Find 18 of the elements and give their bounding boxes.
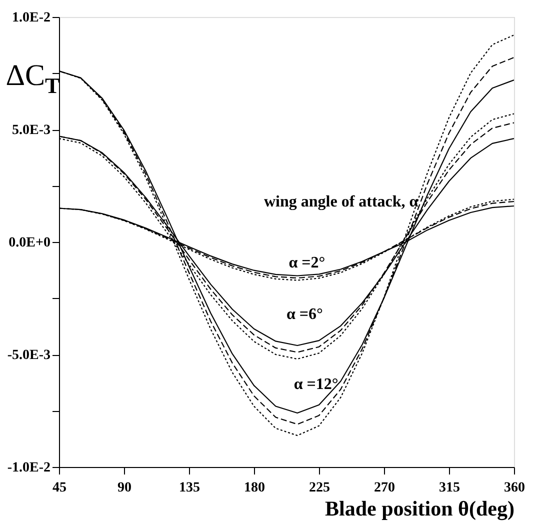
x-tick-label: 270 [374, 480, 395, 496]
x-axis-title: Blade position θ(deg) [325, 496, 515, 520]
annotation: α =2° [288, 254, 326, 272]
x-tick-label: 45 [52, 480, 66, 496]
annotation: α =12° [294, 376, 338, 393]
y-tick-label: 5.0E-3 [12, 123, 50, 138]
y-tick-label: -1.0E-2 [7, 460, 50, 476]
x-tick-label: 360 [504, 480, 525, 496]
y-tick-label: 1.0E-2 [12, 10, 50, 26]
x-tick-label: 90 [118, 480, 132, 496]
x-tick-label: 315 [439, 480, 460, 496]
x-tick-label: 180 [244, 480, 265, 496]
x-tick-label: 135 [179, 480, 200, 496]
y-tick-label: -5.0E-3 [7, 348, 50, 363]
y-tick-label: 0.0E+0 [8, 236, 50, 250]
annotation: α =6° [286, 306, 323, 323]
x-tick-label: 225 [309, 480, 330, 496]
annotation: wing angle of attack, α [264, 194, 418, 210]
